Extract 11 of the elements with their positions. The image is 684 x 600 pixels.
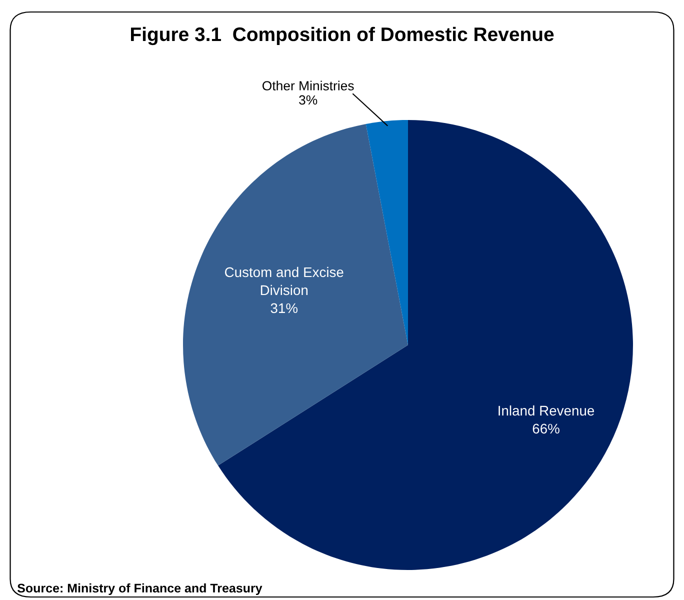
data-label: 31% — [270, 303, 298, 314]
data-label: 3% — [299, 95, 318, 105]
slice-label: Inland Revenue — [498, 405, 594, 416]
chart-title: Figure 3.1 Composition of Domestic Revenue — [131, 26, 554, 46]
pie-slice — [183, 124, 408, 466]
pie-slice — [218, 120, 633, 570]
source-note: Source: Ministry of Finance and Treasury — [17, 583, 262, 596]
slice-label: Custom and Excise Division — [224, 266, 344, 296]
data-label: 66% — [532, 424, 560, 434]
slice-label: Other Ministries — [262, 80, 354, 90]
pie-slice — [366, 120, 408, 345]
